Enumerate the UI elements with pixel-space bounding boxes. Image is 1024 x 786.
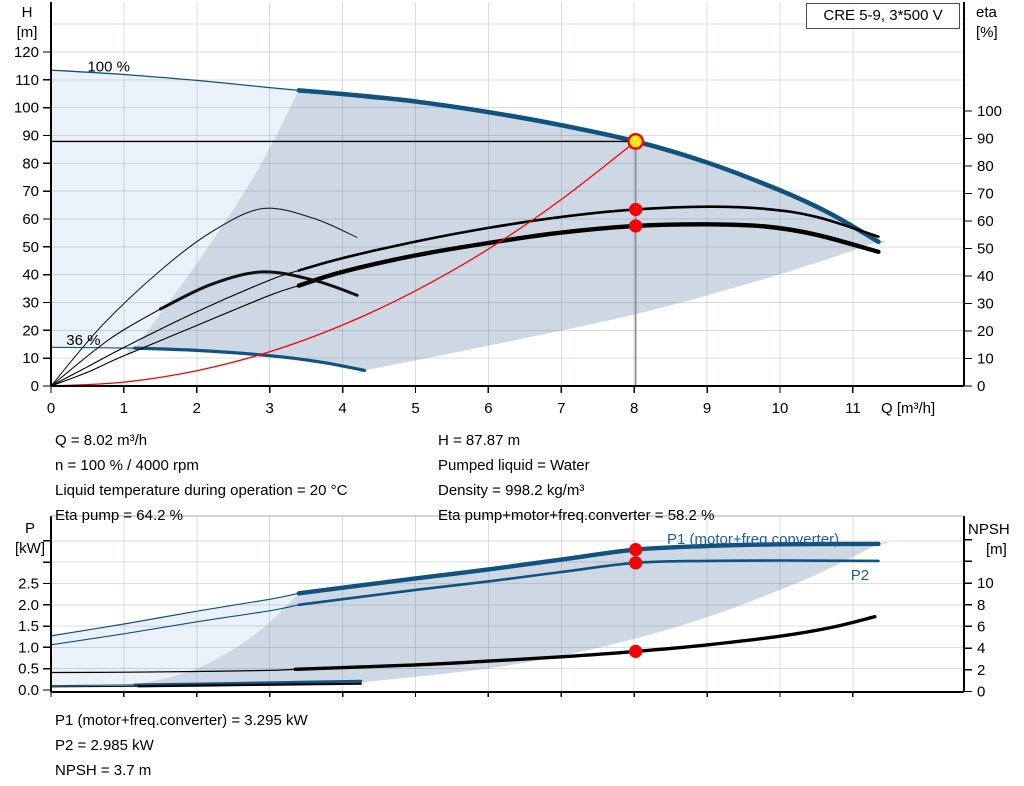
svg-text:90: 90 [22,128,39,145]
svg-text:50: 50 [977,241,994,258]
p2-value: P2 = 2.985 kW [55,737,154,754]
svg-text:10: 10 [977,575,994,592]
duty-head-value: H = 87.87 m [438,432,521,449]
eta-total-value: Eta pump+motor+freq.converter = 58.2 % [438,507,715,524]
curve-value-marker [629,219,643,233]
svg-text:30: 30 [977,296,994,313]
svg-text:80: 80 [977,158,994,175]
svg-text:Q [m³/h]: Q [m³/h] [881,400,935,417]
curve-value-marker [629,202,643,217]
svg-text:eta: eta [976,4,998,21]
svg-text:5: 5 [411,400,419,417]
svg-text:11: 11 [845,400,861,417]
svg-text:1.0: 1.0 [18,639,39,656]
npsh-value: NPSH = 3.7 m [55,762,152,779]
svg-text:[m]: [m] [986,541,1007,558]
svg-text:0: 0 [31,378,39,395]
chart-title-box: CRE 5-9, 3*500 V [806,3,960,29]
svg-text:40: 40 [22,267,39,284]
svg-text:[%]: [%] [976,24,998,41]
svg-text:20: 20 [22,322,39,339]
eta-pump-value: Eta pump = 64.2 % [55,507,183,524]
svg-text:10: 10 [772,400,789,417]
svg-text:NPSH: NPSH [968,521,1010,538]
svg-text:90: 90 [977,131,994,148]
axes [50,515,965,693]
svg-text:110: 110 [15,72,39,89]
svg-text:1.5: 1.5 [18,618,39,635]
curve-value-marker [629,543,643,557]
svg-text:3: 3 [266,400,274,417]
svg-text:[kW]: [kW] [15,540,45,557]
p1-value: P1 (motor+freq.converter) = 3.295 kW [55,712,308,729]
svg-text:100: 100 [14,100,39,117]
density-value: Density = 998.2 kg/m³ [438,482,585,499]
svg-text:9: 9 [703,400,711,417]
duty-q-value: Q = 8.02 m³/h [55,432,148,449]
svg-text:2: 2 [193,400,201,417]
svg-text:0: 0 [47,400,55,417]
svg-text:P2: P2 [851,567,869,584]
liquid-temperature-value: Liquid temperature during operation = 20… [55,482,348,499]
duty-info-left: Q = 8.02 m³/h n = 100 % / 4000 rpm Liqui… [55,428,347,528]
svg-text:36 %: 36 % [66,332,100,349]
svg-text:0: 0 [977,684,985,701]
svg-text:4: 4 [338,400,346,417]
curve-value-marker [629,556,643,570]
svg-text:6: 6 [977,618,985,635]
svg-text:60: 60 [977,213,994,230]
svg-text:100: 100 [977,103,1002,120]
svg-text:P: P [25,520,35,537]
power-npsh-chart: 0.0 0.5 1.0 1.5 2.0 2.5 0 2 4 6 8 10 P [kW] NPSH [m] P1 … [15,515,1010,701]
qh-eta-chart: 0102030405060708090100110120010203040506… [14,2,1002,417]
tick-labels: 0.0 0.5 1.0 1.5 2.0 2.5 0 2 4 6 8 10 P [kW] NPSH [m] P1 … [15,520,1010,701]
svg-text:2.5: 2.5 [18,576,39,593]
svg-text:2: 2 [977,662,985,679]
svg-text:40: 40 [977,268,994,285]
power-info: P1 (motor+freq.converter) = 3.295 kW P2 … [55,708,308,783]
svg-text:30: 30 [22,295,39,312]
svg-text:0: 0 [977,378,985,395]
svg-text:6: 6 [484,400,492,417]
svg-text:H: H [22,4,33,21]
gridlines [51,2,964,386]
svg-text:20: 20 [977,323,994,340]
duty-point-marker [627,133,645,150]
duty-info-right: H = 87.87 m Pumped liquid = Water Densit… [438,428,714,528]
svg-text:10: 10 [22,350,39,367]
svg-text:0.0: 0.0 [18,682,39,699]
svg-text:8: 8 [977,597,985,614]
svg-text:4: 4 [977,640,985,657]
svg-text:[m]: [m] [17,24,38,41]
svg-text:60: 60 [22,211,39,228]
tick-labels: 0102030405060708090100110120010203040506… [14,4,1002,417]
svg-text:1: 1 [120,400,128,417]
svg-text:10: 10 [977,351,994,368]
svg-text:100 %: 100 % [87,58,130,75]
curve-value-marker [629,644,643,658]
svg-text:50: 50 [22,239,39,256]
duty-speed-value: n = 100 % / 4000 rpm [55,457,199,474]
svg-text:70: 70 [22,183,39,200]
gridlines [51,516,964,692]
pumped-liquid-value: Pumped liquid = Water [438,457,590,474]
svg-text:120: 120 [14,44,39,61]
svg-text:80: 80 [22,155,39,172]
svg-text:P1 (motor+freq.converter): P1 (motor+freq.converter) [667,531,839,548]
pump-model-title: CRE 5-9, 3*500 V [823,7,943,24]
svg-text:7: 7 [557,400,565,417]
svg-text:2.0: 2.0 [18,597,39,614]
svg-text:0.5: 0.5 [18,661,39,678]
svg-text:8: 8 [630,400,638,417]
svg-text:70: 70 [977,186,994,203]
